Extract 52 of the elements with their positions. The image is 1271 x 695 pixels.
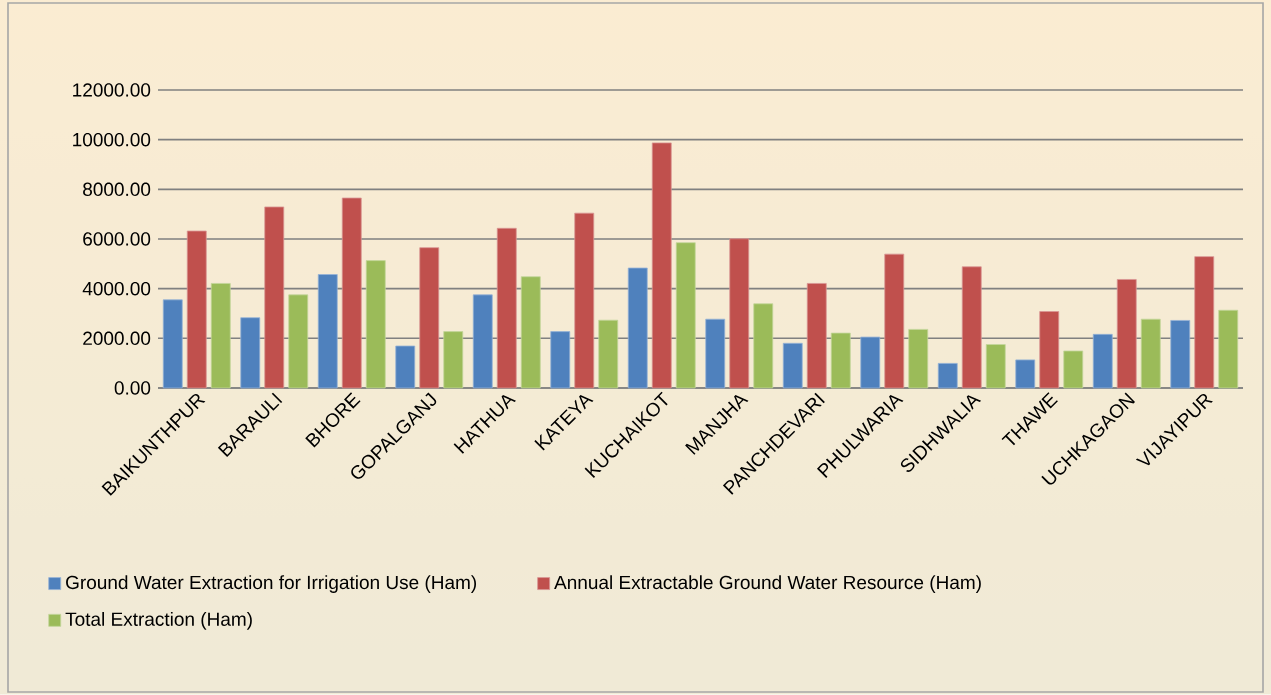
bar <box>317 274 338 389</box>
y-tick-label: 6000.00 <box>83 232 151 246</box>
bar <box>937 363 958 389</box>
bar <box>496 227 517 389</box>
bar <box>598 319 619 389</box>
bar <box>675 242 696 389</box>
bar <box>1170 320 1191 389</box>
bar <box>550 331 571 389</box>
y-tick-label: 0.00 <box>114 381 151 395</box>
bar <box>860 336 881 389</box>
bar <box>186 230 207 389</box>
bar <box>985 344 1006 389</box>
bar <box>419 247 440 389</box>
bar <box>520 276 541 389</box>
bar <box>1015 359 1036 389</box>
bar <box>729 238 750 389</box>
bar <box>1063 350 1084 389</box>
legend-label: Ground Water Extraction for Irrigation Use (Ham) <box>66 575 477 593</box>
bar <box>240 317 261 389</box>
bar <box>1218 309 1239 389</box>
bar <box>627 267 648 389</box>
bar <box>1194 256 1215 389</box>
legend-label: Total Extraction (Ham) <box>65 611 252 630</box>
y-tick-label: 8000.00 <box>83 182 151 197</box>
bar <box>908 328 929 389</box>
bar <box>365 260 386 389</box>
bar <box>806 283 827 389</box>
bar <box>472 294 493 389</box>
bar <box>1039 311 1060 389</box>
bar <box>830 332 851 389</box>
bar <box>753 303 774 389</box>
y-tick-label: 2000.00 <box>83 331 151 346</box>
y-tick-label: 4000.00 <box>82 281 151 296</box>
bar <box>574 212 595 389</box>
bar <box>1092 333 1113 389</box>
bar <box>288 294 309 389</box>
bar <box>210 283 231 389</box>
y-tick-label: 12000.00 <box>73 83 151 97</box>
bar <box>1140 318 1161 389</box>
bar <box>443 331 464 389</box>
bar <box>782 342 803 389</box>
bar <box>651 142 672 389</box>
bar <box>1116 279 1137 389</box>
bar <box>341 197 362 389</box>
bar <box>395 345 416 389</box>
y-tick-label: 10000.00 <box>73 132 151 147</box>
bar <box>162 299 183 389</box>
bar <box>884 253 905 389</box>
bar <box>961 266 982 389</box>
legend-label: Annual Extractable Ground Water Resource (Ham) <box>554 575 981 593</box>
bar <box>264 206 285 389</box>
bar <box>705 318 726 389</box>
